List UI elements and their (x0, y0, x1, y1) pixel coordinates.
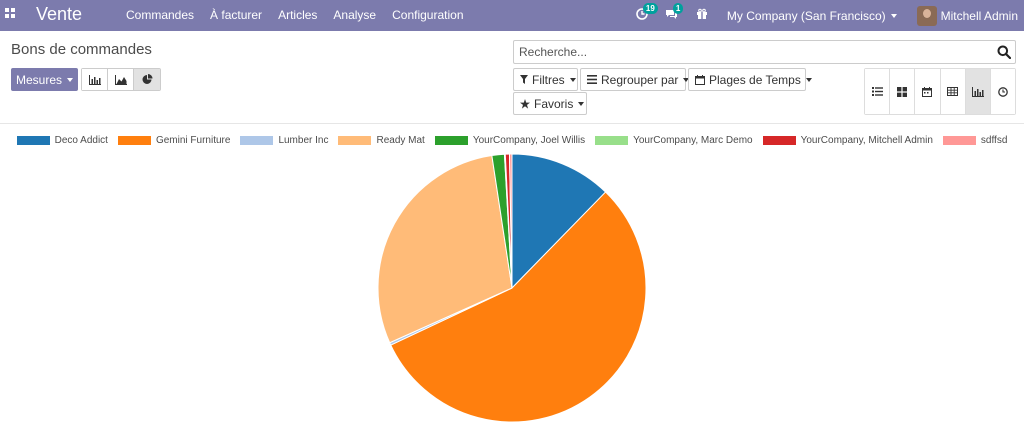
filters-button[interactable]: Filtres (513, 68, 578, 91)
star-icon (520, 98, 530, 109)
pie-chart (377, 153, 647, 423)
filters-label: Filtres (532, 72, 565, 87)
menu-item-articles[interactable]: Articles (278, 8, 318, 22)
bar-chart-icon (88, 74, 101, 85)
avatar (916, 5, 937, 26)
measures-button[interactable]: Mesures (11, 68, 78, 91)
legend-swatch (117, 135, 151, 145)
legend-item[interactable]: Lumber Inc (240, 135, 328, 146)
list-view-icon (871, 87, 883, 96)
top-navbar: Vente Commandes À facturer Articles Anal… (0, 0, 1024, 31)
pie-chart-button[interactable] (134, 69, 160, 90)
legend-item[interactable]: YourCompany, Mitchell Admin (762, 134, 933, 146)
legend-item[interactable]: Ready Mat (338, 134, 425, 146)
pie-slice[interactable] (377, 154, 513, 344)
legend-label: YourCompany, Joel Willis (472, 134, 586, 146)
legend-swatch (338, 135, 372, 145)
clock-icon (636, 8, 648, 20)
kanban-view-icon (897, 86, 908, 97)
chart-legend: Deco Addict Gemini Furniture Lumber Inc … (0, 133, 1024, 147)
legend-swatch (434, 135, 468, 145)
legend-swatch (595, 135, 629, 145)
clock-icon (998, 86, 1008, 97)
user-menu[interactable]: Mitchell Admin (916, 5, 1018, 26)
area-chart-icon (114, 74, 127, 85)
timeranges-label: Plages de Temps (709, 72, 801, 87)
legend-label: Lumber Inc (278, 134, 329, 146)
navbar-systray: 19 1 My Company (San Francisco) Mitchell… (627, 0, 1024, 31)
menu-item-analyse[interactable]: Analyse (333, 8, 377, 22)
caret-down-icon (890, 14, 897, 19)
graph-view-icon (971, 86, 984, 97)
caret-down-icon (683, 77, 690, 82)
legend-label: YourCompany, Marc Demo (633, 134, 753, 146)
legend-swatch (762, 135, 796, 145)
bars-icon (587, 75, 597, 84)
company-name: My Company (San Francisco) (726, 8, 886, 23)
menu-item-a-facturer[interactable]: À facturer (210, 8, 263, 22)
legend-label: Ready Mat (376, 134, 425, 146)
groupby-label: Regrouper par (601, 72, 679, 87)
line-chart-button[interactable] (108, 69, 134, 90)
caret-down-icon (67, 77, 73, 82)
content-divider (0, 123, 1024, 124)
legend-item[interactable]: YourCompany, Joel Willis (434, 134, 586, 146)
messages-button[interactable]: 1 (657, 3, 687, 23)
pie-chart-icon (142, 74, 152, 84)
gift-icon (696, 8, 707, 19)
main-menu: Commandes À facturer Articles Analyse Co… (118, 0, 472, 31)
page-title: Bons de commandes (11, 41, 152, 58)
legend-swatch (240, 135, 274, 145)
timeranges-button[interactable]: Plages de Temps (688, 68, 812, 91)
gift-button[interactable] (687, 8, 717, 23)
favorites-label: Favoris (534, 96, 574, 111)
legend-item[interactable]: Deco Addict (16, 134, 108, 146)
favorites-button[interactable]: Favoris (513, 92, 587, 115)
pie-slice[interactable] (511, 153, 607, 290)
measures-label: Mesures (15, 72, 62, 87)
calendar-icon (695, 74, 705, 85)
calendar-view-button[interactable] (915, 69, 941, 114)
app-brand[interactable]: Vente (36, 4, 83, 24)
pie-slice[interactable] (508, 153, 513, 289)
search-icon[interactable] (997, 45, 1011, 59)
search-box (513, 40, 1016, 64)
search-input[interactable] (514, 41, 984, 63)
caret-down-icon (578, 101, 585, 106)
activity-count-badge: 19 (642, 3, 658, 14)
legend-swatch (942, 135, 976, 145)
legend-item[interactable]: Gemini Furniture (117, 134, 231, 146)
pie-slice[interactable] (390, 191, 647, 423)
list-view-button[interactable] (865, 69, 891, 114)
groupby-button[interactable]: Regrouper par (580, 68, 690, 91)
legend-label: sdffsd (980, 134, 1008, 146)
legend-label: YourCompany, Mitchell Admin (800, 134, 933, 146)
caret-down-icon (569, 77, 576, 82)
menu-item-commandes[interactable]: Commandes (126, 8, 195, 22)
legend-item[interactable]: YourCompany, Marc Demo (595, 135, 753, 146)
filter-icon (520, 75, 528, 84)
apps-menu-icon[interactable] (5, 8, 15, 18)
caret-down-icon (805, 77, 812, 82)
menu-item-configuration[interactable]: Configuration (392, 8, 464, 22)
pivot-view-icon (947, 87, 959, 96)
legend-label: Gemini Furniture (155, 134, 231, 146)
bar-chart-button[interactable] (82, 69, 108, 90)
company-switcher[interactable]: My Company (San Francisco) (727, 9, 897, 23)
graph-view-button[interactable] (965, 69, 991, 114)
view-switcher (864, 68, 1016, 115)
activity-view-button[interactable] (990, 69, 1016, 114)
pivot-view-button[interactable] (940, 69, 966, 114)
calendar-view-icon (922, 86, 933, 97)
legend-item[interactable]: sdffsd (942, 134, 1008, 146)
legend-label: Deco Addict (54, 134, 108, 146)
messages-count-badge: 1 (672, 3, 684, 14)
chart-mode-switch (81, 68, 161, 91)
activity-button[interactable]: 19 (627, 3, 658, 23)
legend-swatch (16, 135, 50, 145)
user-name: Mitchell Admin (940, 8, 1018, 23)
kanban-view-button[interactable] (890, 69, 916, 114)
